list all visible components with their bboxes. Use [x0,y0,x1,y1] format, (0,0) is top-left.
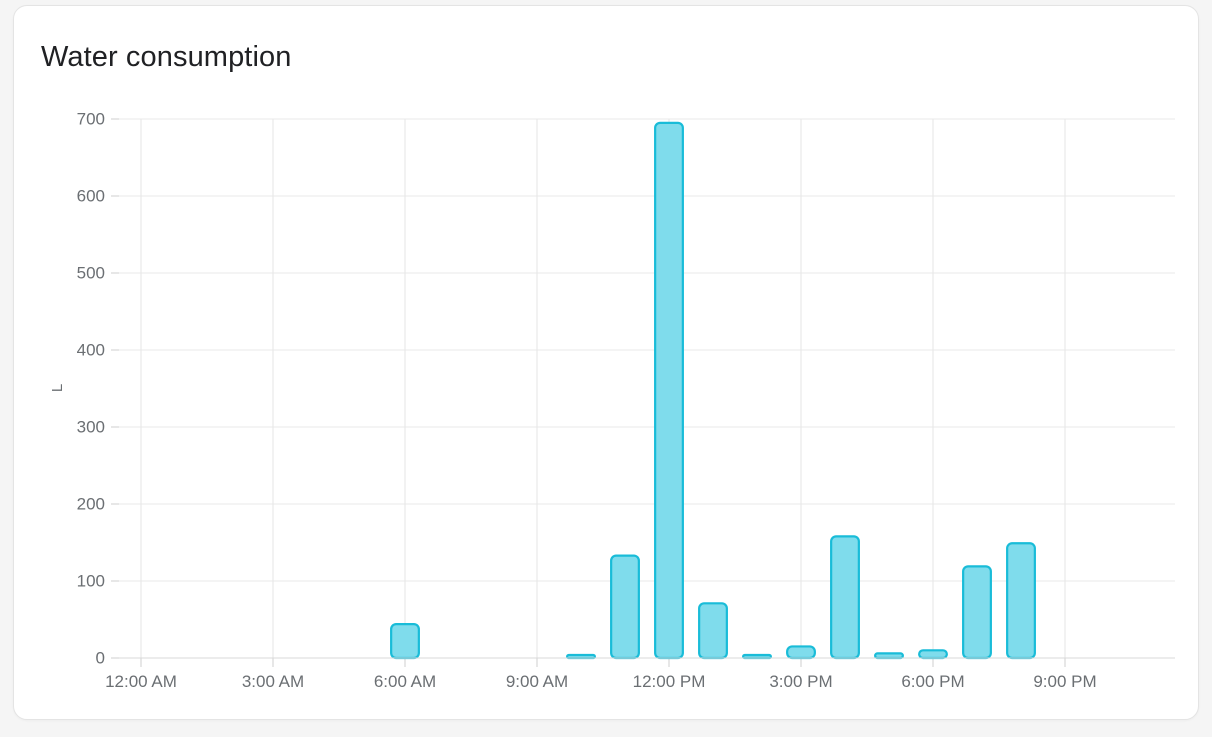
y-tick-label: 200 [77,494,105,513]
page-title: Water consumption [41,41,292,73]
bar[interactable] [962,565,992,660]
bar-chart: 0 100 200 300 400 500 600 700 L 12:00 AM 3:00 AM 6:… [49,109,1175,691]
x-tick-label: 6:00 PM [901,672,964,691]
chart-plot-area: 0 100 200 300 400 500 600 700 L 12:00 AM 3:00 AM 6:… [14,6,1198,719]
bar[interactable] [654,121,684,660]
y-tick-label: 100 [77,571,105,590]
y-tick-label: 700 [77,109,105,128]
x-tick-label: 9:00 AM [506,672,568,691]
x-tick-label: 9:00 PM [1033,672,1096,691]
y-tick-label: 300 [77,417,105,436]
x-tick-label: 3:00 AM [242,672,304,691]
bar[interactable] [786,645,816,660]
x-tick-label: 12:00 AM [105,672,177,691]
y-tick-label: 500 [77,263,105,282]
bar[interactable] [390,623,420,660]
x-tick-label: 12:00 PM [633,672,706,691]
y-tick-label: 0 [96,648,105,667]
bar[interactable] [610,554,640,660]
water-consumption-card: Water consumption 0 100 200 300 400 500 600 700… [13,5,1199,720]
bar[interactable] [698,602,728,660]
y-tick-label: 600 [77,186,105,205]
bar[interactable] [1006,542,1036,660]
y-tick-label: 400 [77,340,105,359]
bar[interactable] [918,649,948,660]
y-axis-title: L [49,384,66,392]
x-tick-label: 3:00 PM [769,672,832,691]
bar[interactable] [830,535,860,660]
x-tick-label: 6:00 AM [374,672,436,691]
